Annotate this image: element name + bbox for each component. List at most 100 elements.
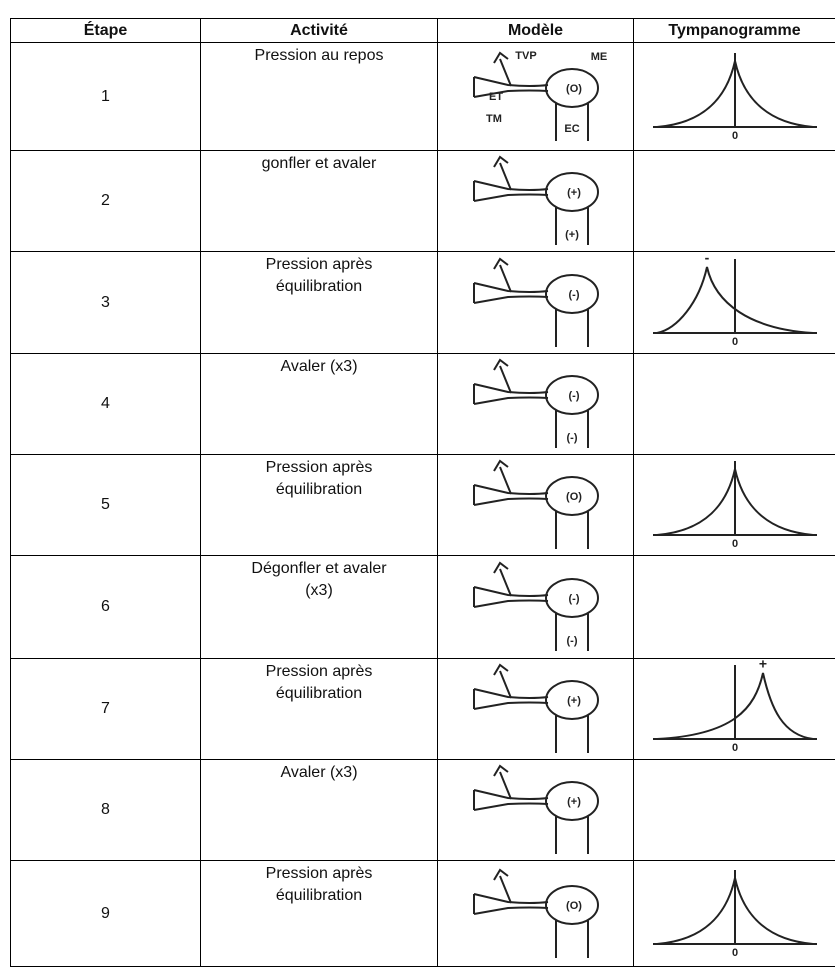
- model-diagram: (O): [456, 455, 616, 550]
- tympanogram-cell: 0+: [634, 659, 835, 760]
- model-label: (O): [566, 82, 582, 94]
- valve: [494, 665, 511, 698]
- model-label: (O): [566, 899, 582, 911]
- activity-cell: Avaler (x3): [201, 354, 438, 455]
- header-cell: Activité: [201, 19, 438, 43]
- step-cell: 9: [11, 861, 201, 967]
- canal: [556, 715, 588, 753]
- step-cell: 6: [11, 556, 201, 659]
- eustachian-tube: [474, 181, 548, 201]
- eustachian-tube: [474, 485, 548, 505]
- zero-label: 0: [731, 538, 737, 550]
- zero-label: 0: [731, 129, 737, 141]
- canal: [556, 511, 588, 549]
- eustachian-tube: [474, 77, 548, 97]
- model-cell: (-): [438, 252, 634, 354]
- model-label: EC: [564, 122, 579, 134]
- activity-cell: Pression après équilibration: [201, 659, 438, 760]
- tympanogram-cell: 0: [634, 455, 835, 556]
- eustachian-tube: [474, 894, 548, 914]
- step-cell: 7: [11, 659, 201, 760]
- valve: [494, 157, 511, 190]
- model-diagram: (+) (+): [456, 151, 616, 246]
- activity-cell: Pression au repos: [201, 43, 438, 151]
- model-label: ET: [488, 90, 502, 102]
- model-label: TM: [486, 112, 502, 124]
- model-label: (-): [568, 288, 579, 300]
- tympanogram-cell: 0: [634, 861, 835, 967]
- step-cell: 8: [11, 760, 201, 861]
- model-cell: (+) (+): [438, 151, 634, 252]
- activity-cell: Avaler (x3): [201, 760, 438, 861]
- canal: [556, 920, 588, 958]
- peak-label: +: [758, 659, 766, 672]
- model-label: TVP: [515, 49, 536, 61]
- model-label: (+): [567, 695, 581, 707]
- canal: [556, 816, 588, 854]
- step-cell: 4: [11, 354, 201, 455]
- model-cell: (O): [438, 455, 634, 556]
- valve: [494, 259, 511, 292]
- model-label: (O): [566, 491, 582, 503]
- eustachian-tube: [474, 790, 548, 810]
- tympanogram-cell: [634, 354, 835, 455]
- eustachian-tube: [474, 283, 548, 303]
- model-diagram: (-): [456, 253, 616, 348]
- canal: [556, 309, 588, 347]
- step-cell: 1: [11, 43, 201, 151]
- step-cell: 3: [11, 252, 201, 354]
- tympanogram-cell: 0-: [634, 252, 835, 354]
- model-cell: TVP ME ET (O) TM EC: [438, 43, 634, 151]
- step-cell: 2: [11, 151, 201, 252]
- tympanogram: 0: [645, 455, 825, 550]
- tympanogram: 0: [645, 864, 825, 959]
- model-label: (-): [566, 635, 577, 647]
- tympanogram: 0-: [645, 253, 825, 348]
- valve: [494, 53, 511, 86]
- valve: [494, 766, 511, 799]
- tympanogram-cell: [634, 151, 835, 252]
- model-cell: (+): [438, 659, 634, 760]
- model-diagram: (-) (-): [456, 354, 616, 449]
- model-label: (+): [565, 229, 579, 241]
- zero-label: 0: [731, 335, 737, 347]
- model-label: (-): [568, 593, 579, 605]
- model-cell: (-) (-): [438, 354, 634, 455]
- model-diagram: (+): [456, 760, 616, 855]
- model-cell: (O): [438, 861, 634, 967]
- tympanogram-cell: [634, 760, 835, 861]
- eustachian-tube: [474, 384, 548, 404]
- header-cell: Tympanogramme: [634, 19, 835, 43]
- activity-cell: Pression après équilibration: [201, 252, 438, 354]
- model-label: ME: [590, 50, 607, 62]
- tympanogram-cell: [634, 556, 835, 659]
- model-label: (-): [568, 390, 579, 402]
- peak-label: -: [704, 253, 709, 266]
- valve: [494, 461, 511, 494]
- model-diagram: TVP ME ET (O) TM EC: [456, 47, 616, 142]
- header-row: Étape Activité Modèle Tympanogramme: [11, 19, 835, 43]
- activity-cell: Pression après équilibration: [201, 455, 438, 556]
- valve: [494, 360, 511, 393]
- step-cell: 5: [11, 455, 201, 556]
- model-label: (+): [567, 187, 581, 199]
- tympanogram: 0: [645, 47, 825, 142]
- model-cell: (-) (-): [438, 556, 634, 659]
- activity-cell: gonfler et avaler: [201, 151, 438, 252]
- header-cell: Modèle: [438, 19, 634, 43]
- model-label: (+): [567, 796, 581, 808]
- model-label: (-): [566, 432, 577, 444]
- eustachian-tube: [474, 689, 548, 709]
- activity-cell: Dégonfler et avaler (x3): [201, 556, 438, 659]
